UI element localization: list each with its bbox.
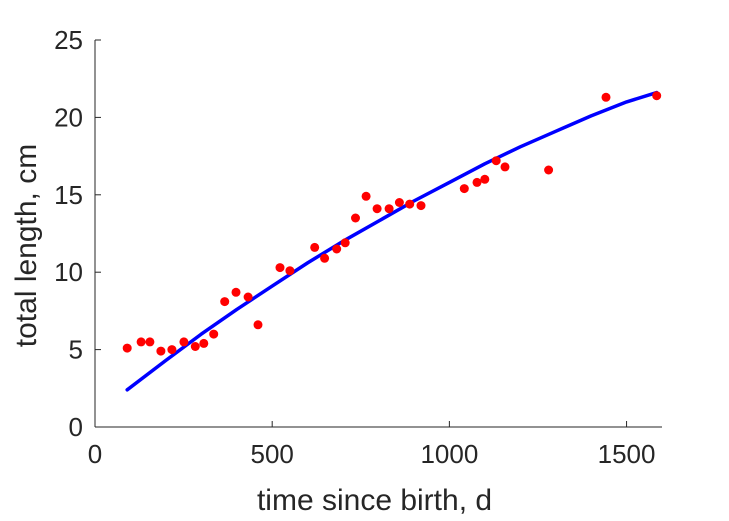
data-point bbox=[351, 213, 360, 223]
data-point bbox=[601, 92, 611, 102]
x-axis-title: time since birth, d bbox=[257, 484, 492, 517]
y-tick-label: 20 bbox=[54, 102, 83, 132]
y-axis-title: total length, cm bbox=[10, 144, 43, 347]
x-tick-label: 0 bbox=[88, 439, 102, 469]
data-point bbox=[320, 253, 330, 263]
data-point bbox=[122, 343, 132, 353]
data-point bbox=[384, 204, 394, 214]
y-tick-label: 5 bbox=[69, 335, 83, 365]
data-point bbox=[544, 165, 554, 175]
data-point bbox=[285, 266, 295, 276]
data-point bbox=[652, 91, 662, 101]
data-point bbox=[480, 174, 490, 184]
data-point bbox=[199, 338, 209, 348]
data-point bbox=[459, 184, 469, 194]
data-point bbox=[243, 292, 253, 302]
data-point bbox=[416, 201, 426, 211]
data-point bbox=[220, 297, 230, 307]
data-point bbox=[275, 263, 285, 273]
data-point bbox=[136, 337, 146, 347]
data-point bbox=[491, 156, 501, 166]
data-point bbox=[231, 287, 241, 297]
y-tick-label: 15 bbox=[54, 180, 83, 210]
data-point bbox=[372, 204, 382, 214]
x-tick-label: 1500 bbox=[598, 439, 656, 469]
data-point bbox=[472, 177, 482, 187]
data-point bbox=[145, 337, 155, 347]
y-tick-label: 25 bbox=[54, 25, 83, 55]
y-tick-label: 10 bbox=[54, 257, 83, 287]
x-tick-label: 500 bbox=[250, 439, 293, 469]
plot-area: 0 500 1000 1500 0 5 10 15 20 25 bbox=[54, 25, 662, 469]
data-point bbox=[405, 199, 415, 209]
data-point bbox=[253, 320, 263, 330]
data-point bbox=[361, 191, 371, 201]
data-point bbox=[332, 244, 342, 254]
fit-curve bbox=[125, 90, 659, 392]
data-point bbox=[209, 329, 219, 339]
x-tick-label: 1000 bbox=[420, 439, 478, 469]
data-point bbox=[179, 337, 189, 347]
data-point bbox=[190, 342, 200, 351]
data-point bbox=[500, 162, 510, 172]
y-tick-label: 0 bbox=[69, 412, 83, 442]
data-point bbox=[156, 346, 166, 356]
data-point bbox=[310, 242, 320, 252]
data-point bbox=[340, 238, 350, 248]
data-point bbox=[167, 345, 177, 355]
data-point bbox=[394, 198, 404, 207]
